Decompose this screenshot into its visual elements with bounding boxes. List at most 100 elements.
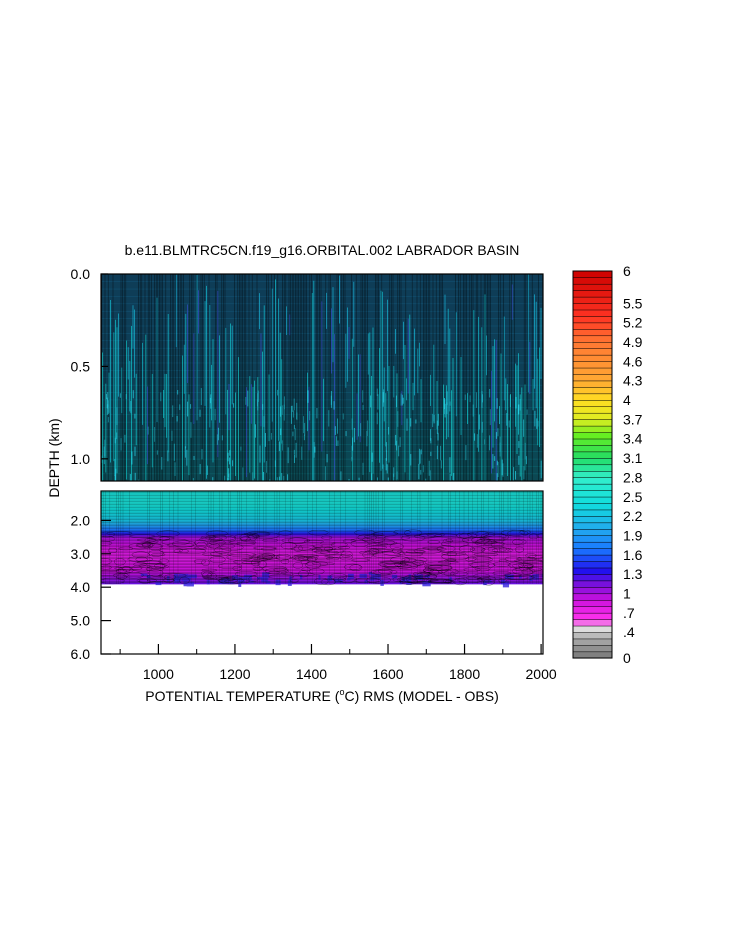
upper-y-tick-label: 1.0 [71, 451, 91, 467]
lower-blue-patch [174, 576, 181, 582]
colorbar-swatch [572, 444, 613, 453]
lower-contour-loop [426, 532, 446, 537]
lower-y-tick-label: 3.0 [71, 546, 91, 562]
upper-field-band [101, 466, 543, 475]
upper-panel: 0.0 0.5 1.0 [71, 266, 544, 482]
lower-contour-loop [441, 551, 466, 556]
lower-contour-loop [457, 576, 483, 584]
lower-contour-loop [445, 579, 455, 584]
lower-blue-patch [289, 576, 292, 581]
lower-contour-loop [349, 564, 363, 571]
lower-contour-loop [490, 542, 504, 548]
colorbar-tick-label: 1 [623, 586, 631, 602]
lower-contour-loop [273, 567, 289, 573]
colorbar-swatch [572, 554, 613, 562]
lower-contour-loop [118, 546, 134, 551]
colorbar: 6 5.5 5.2 4.9 4.6 4.3 4 3.7 3.4 3.1 2.8 2.5 2.2 1.9 1.… [572, 263, 643, 666]
lower-contour-loop [289, 579, 299, 583]
colorbar-swatch [572, 644, 613, 653]
lower-contour-loop [201, 559, 210, 566]
lower-contour-loop [330, 542, 348, 548]
colorbar-swatch [572, 490, 613, 498]
colorbar-swatch [572, 464, 613, 472]
lower-contour-loop [208, 539, 226, 546]
colorbar-swatch [572, 309, 613, 317]
lower-contour-loop [423, 564, 443, 568]
lower-contour-loop [146, 564, 169, 569]
lower-contour-loop [122, 566, 131, 572]
colorbar-swatch [572, 451, 613, 459]
x-tick-label: 1800 [449, 666, 480, 682]
colorbar-swatch [572, 432, 613, 440]
lower-contour-loop [389, 543, 404, 550]
lower-contour-loop [226, 575, 236, 581]
lower-contour-loop [339, 553, 353, 561]
lower-contour-loop [208, 543, 236, 549]
lower-blue-patch [238, 581, 242, 587]
lower-contour-loop [292, 562, 304, 569]
lower-contour-loop [353, 577, 381, 583]
lower-contour-loop [384, 563, 412, 570]
lower-contour-loop [131, 551, 150, 558]
lower-contour-loop [473, 552, 499, 557]
colorbar-swatch [572, 406, 613, 414]
colorbar-swatch [572, 425, 613, 433]
lower-contour-loop [350, 540, 369, 548]
colorbar-swatch [572, 277, 613, 285]
lower-contour-loop [193, 559, 206, 564]
lower-contour-loop [101, 565, 112, 570]
lower-contour-loop [223, 579, 250, 584]
x-axis-label-prefix: POTENTIAL TEMPERATURE ( [145, 688, 340, 704]
lower-field-band [101, 519, 543, 521]
lower-contour-loop [324, 554, 351, 558]
lower-contour-loop [158, 558, 170, 564]
lower-contour-loop [443, 570, 455, 577]
colorbar-swatch [572, 380, 613, 388]
lower-field-band [101, 495, 543, 497]
lower-contour-loop [393, 529, 412, 535]
lower-contour-loop [178, 548, 207, 554]
colorbar-swatch [572, 541, 613, 549]
lower-contour-loop [373, 569, 393, 576]
lower-blue-patch [265, 581, 271, 584]
colorbar-swatch [572, 580, 613, 588]
lower-contour-loop [138, 578, 151, 584]
lower-contour-loop [159, 547, 183, 554]
lower-field-band [101, 525, 543, 528]
colorbar-swatch [572, 290, 613, 298]
colorbar-tick-label: 5.2 [623, 315, 643, 331]
lower-blue-patch [178, 573, 189, 578]
colorbar-swatch [572, 593, 613, 601]
lower-contour-loop [308, 568, 325, 575]
lower-contour-loop [350, 538, 375, 543]
lower-contour-loop [340, 550, 353, 558]
lower-field-band [101, 512, 543, 515]
lower-contour-loop [394, 561, 421, 568]
lower-contour-loop [530, 574, 543, 579]
colorbar-swatch [572, 619, 613, 627]
lower-contour-loop [528, 533, 539, 540]
lower-contour-loop [319, 541, 336, 545]
lower-contour-loop [136, 542, 155, 548]
upper-field-band [101, 288, 543, 297]
colorbar-frame [572, 270, 613, 659]
lower-contour-loop [442, 578, 452, 584]
lower-contour-loop [280, 542, 297, 550]
lower-contour-loop [440, 540, 469, 547]
lower-contour-loop [463, 567, 481, 572]
lower-contour-loop [251, 532, 280, 539]
lower-contour-loop [158, 572, 187, 579]
upper-panel-frame [100, 273, 544, 482]
colorbar-swatch [572, 502, 613, 511]
lower-y-tick-label: 2.0 [71, 512, 91, 528]
lower-contour-loop [468, 562, 490, 568]
lower-contour-loop [101, 540, 113, 546]
lower-contour-loop [219, 543, 244, 551]
lower-contour-loop [116, 574, 127, 580]
colorbar-swatch [572, 515, 613, 524]
lower-contour-loop [106, 531, 133, 536]
lower-contour-loop [403, 529, 423, 537]
lower-contour-loop [392, 576, 405, 583]
lower-contour-loop [129, 534, 156, 538]
lower-field-band [101, 504, 543, 507]
